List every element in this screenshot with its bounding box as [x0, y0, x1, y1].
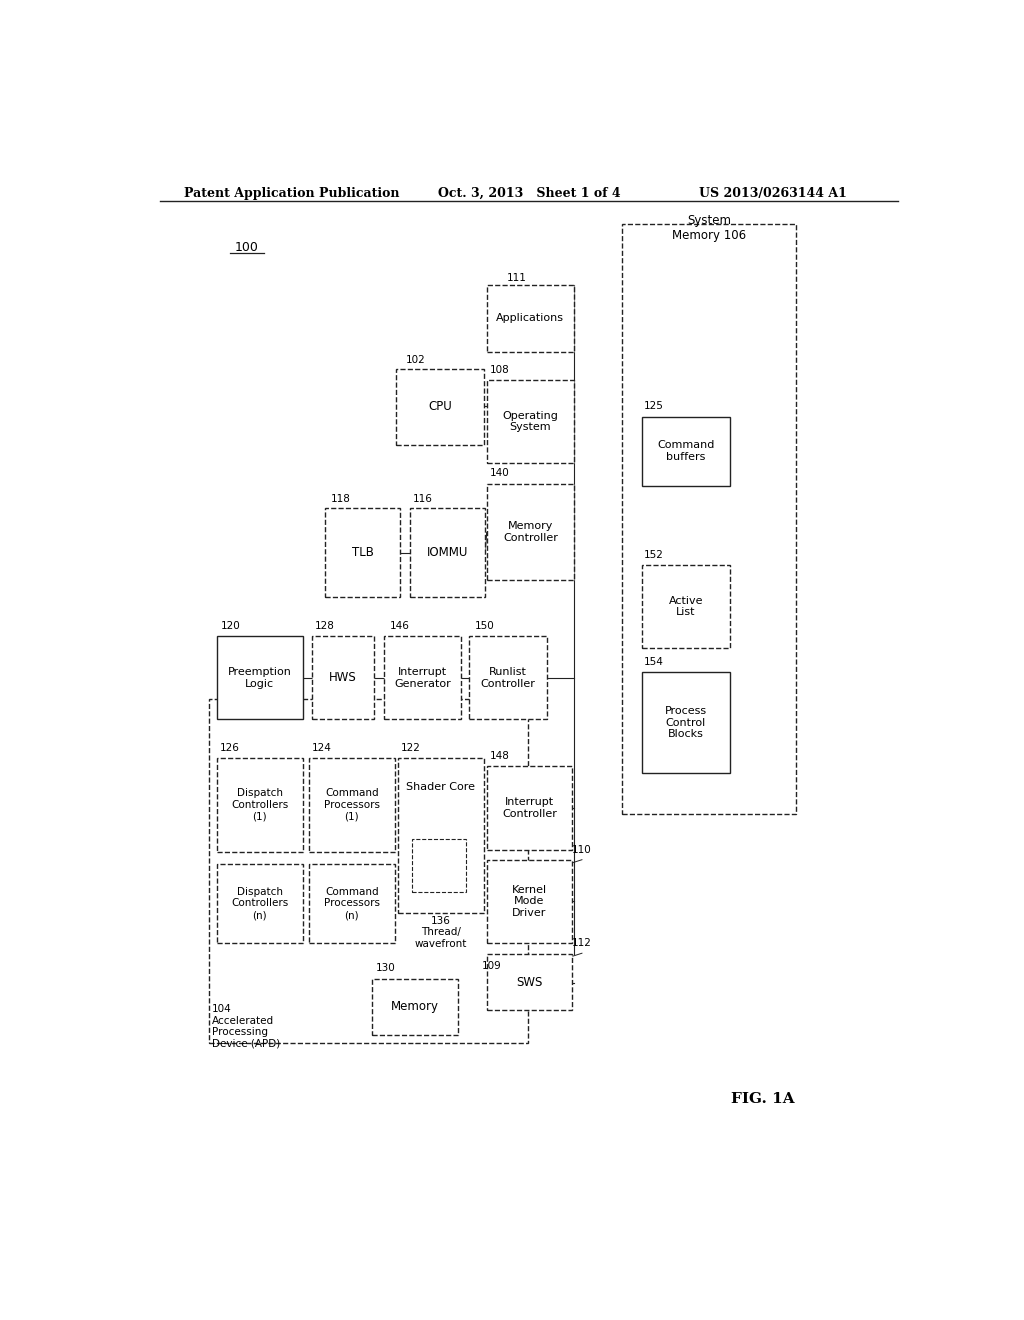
Text: Dispatch
Controllers
(n): Dispatch Controllers (n)	[231, 887, 289, 920]
Bar	[309, 758, 394, 851]
Bar	[486, 766, 572, 850]
Text: 108: 108	[489, 364, 509, 375]
Text: Command
Processors
(n): Command Processors (n)	[324, 887, 380, 920]
Bar	[622, 224, 797, 814]
Bar	[373, 978, 458, 1035]
Bar	[217, 863, 303, 942]
Text: Command
Processors
(1): Command Processors (1)	[324, 788, 380, 821]
Bar	[325, 508, 400, 598]
Bar	[486, 954, 572, 1010]
Bar	[397, 758, 483, 912]
Text: Applications: Applications	[497, 313, 564, 323]
Bar	[217, 636, 303, 719]
Text: 148: 148	[489, 751, 509, 762]
Text: Runlist
Controller: Runlist Controller	[480, 667, 536, 689]
Text: Dispatch
Controllers
(1): Dispatch Controllers (1)	[231, 788, 289, 821]
Text: 118: 118	[331, 494, 350, 504]
Text: CPU: CPU	[428, 400, 452, 413]
Text: 112: 112	[572, 939, 592, 948]
Text: 130: 130	[376, 964, 396, 973]
Text: 146: 146	[389, 620, 410, 631]
Bar	[396, 368, 483, 445]
Text: 124: 124	[311, 743, 332, 752]
Bar	[642, 672, 729, 774]
Text: Memory
Controller: Memory Controller	[503, 521, 558, 543]
Text: SWS: SWS	[516, 975, 543, 989]
Text: 154: 154	[643, 656, 664, 667]
Text: 109: 109	[481, 961, 502, 972]
Text: 100: 100	[236, 242, 259, 255]
Text: 136
Thread/
wavefront: 136 Thread/ wavefront	[415, 916, 467, 949]
Bar	[217, 758, 303, 851]
Text: Memory: Memory	[391, 1001, 439, 1012]
Text: Preemption
Logic: Preemption Logic	[227, 667, 292, 689]
Text: 104
Accelerated
Processing
Device (APD): 104 Accelerated Processing Device (APD)	[212, 1005, 281, 1049]
Text: 120: 120	[221, 620, 241, 631]
Text: US 2013/0263144 A1: US 2013/0263144 A1	[699, 187, 847, 199]
Bar	[469, 636, 547, 719]
Text: System
Memory 106: System Memory 106	[672, 214, 745, 243]
Bar	[486, 859, 572, 942]
Text: Shader Core: Shader Core	[407, 781, 475, 792]
Bar	[486, 285, 574, 351]
Text: Patent Application Publication: Patent Application Publication	[183, 187, 399, 199]
Bar	[486, 483, 574, 581]
Text: IOMMU: IOMMU	[427, 546, 468, 560]
Text: 140: 140	[489, 469, 509, 478]
Bar	[486, 380, 574, 463]
Text: 150: 150	[475, 620, 495, 631]
Text: 152: 152	[643, 550, 664, 560]
Bar	[209, 700, 528, 1043]
Text: Oct. 3, 2013   Sheet 1 of 4: Oct. 3, 2013 Sheet 1 of 4	[437, 187, 621, 199]
Text: Active
List: Active List	[669, 595, 703, 618]
Bar	[412, 840, 466, 892]
Text: 125: 125	[643, 401, 664, 412]
Text: 110: 110	[572, 845, 592, 854]
Text: TLB: TLB	[351, 546, 374, 560]
Text: Operating
System: Operating System	[503, 411, 558, 433]
Text: Interrupt
Generator: Interrupt Generator	[394, 667, 451, 689]
Bar	[384, 636, 462, 719]
Text: Command
buffers: Command buffers	[657, 441, 715, 462]
Bar	[312, 636, 374, 719]
Text: 111: 111	[507, 273, 526, 284]
Text: 126: 126	[219, 743, 240, 752]
Text: 102: 102	[406, 355, 425, 364]
Text: 116: 116	[414, 494, 433, 504]
Text: Kernel
Mode
Driver: Kernel Mode Driver	[512, 884, 547, 917]
Text: 128: 128	[314, 620, 335, 631]
Text: 122: 122	[400, 743, 421, 752]
Bar	[309, 863, 394, 942]
Text: HWS: HWS	[329, 672, 357, 684]
Bar	[410, 508, 485, 598]
Bar	[642, 417, 729, 486]
Text: FIG. 1A: FIG. 1A	[731, 1092, 795, 1106]
Bar	[642, 565, 729, 648]
Text: Interrupt
Controller: Interrupt Controller	[502, 797, 557, 818]
Text: Process
Control
Blocks: Process Control Blocks	[665, 706, 707, 739]
